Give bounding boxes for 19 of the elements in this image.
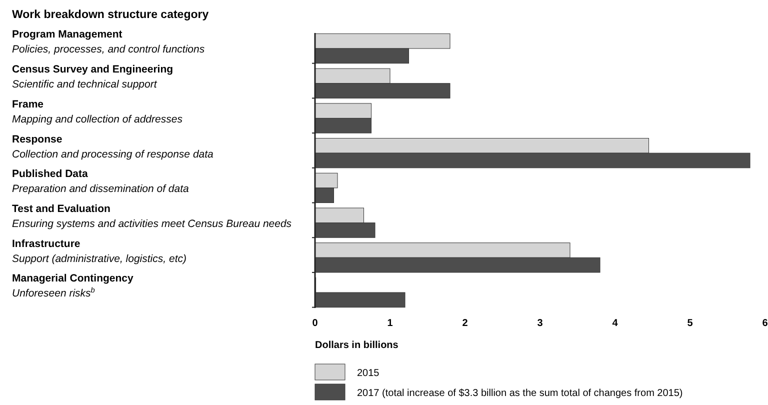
y-tick-label: Managerial Contingency Unforeseen risks$^{b}$ xyxy=(12,272,134,300)
x-tick-label: 1 xyxy=(387,318,394,329)
legend-label: 2017 (total increase of $3.3 billion as the sum total of changes from 2015) xyxy=(357,388,683,399)
x-tick-label: 5 xyxy=(687,318,694,329)
x-tick-label: 3 xyxy=(537,318,544,329)
y-tick-label: Program Management Policies, processes, and control functions xyxy=(12,28,206,56)
y-tick-label: Test and Evaluation Ensuring systems and activities meet Census Bureau needs xyxy=(12,202,292,230)
x-tick-label: 6 xyxy=(762,318,768,329)
y-tick-label: Census Survey and Engineering Scientific and technical support xyxy=(12,64,174,91)
y-tick-label: Frame Mapping and collection of addresses xyxy=(12,98,184,126)
x-axis-title: Dollars in billions xyxy=(315,340,399,351)
y-tick-label: Response Collection and processing of response data xyxy=(12,133,214,160)
x-tick-label: 0 xyxy=(312,318,318,329)
y-axis-title: Work breakdown structure category xyxy=(12,9,210,21)
x-tick-label: 4 xyxy=(612,318,618,329)
y-tick-label: Published Data Preparation and dissemination of data xyxy=(12,168,190,196)
y-tick-label: Infrastructure Support (administrative, logistics, etc) xyxy=(12,238,186,265)
x-tick-label: 2 xyxy=(462,318,468,329)
legend-label: 2015 xyxy=(357,368,380,379)
